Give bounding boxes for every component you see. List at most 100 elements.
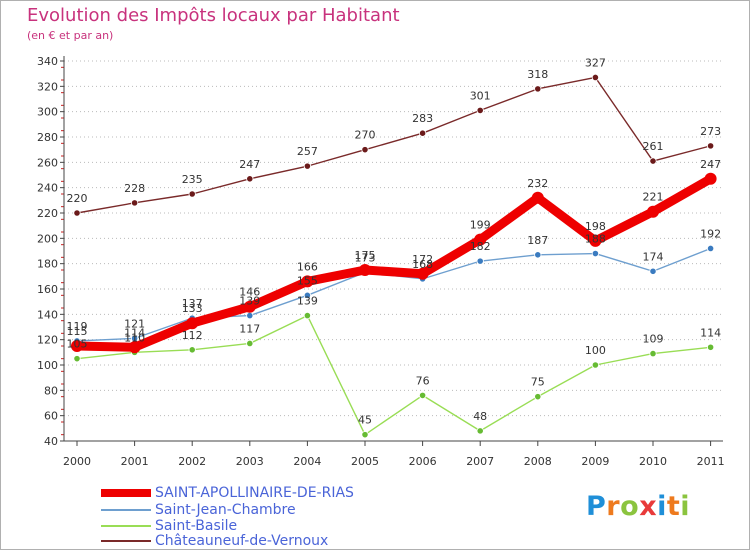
y-tick-label: 60 <box>44 410 58 423</box>
data-label: 133 <box>182 302 203 315</box>
data-label: 121 <box>124 317 145 330</box>
y-tick-label: 280 <box>37 131 58 144</box>
logo-letter: r <box>606 491 621 522</box>
data-label: 257 <box>297 145 318 158</box>
data-label: 192 <box>700 227 721 240</box>
series-line <box>72 174 716 352</box>
data-label: 105 <box>67 338 88 351</box>
y-tick-label: 140 <box>37 308 58 321</box>
legend-item: Saint-Basile <box>101 518 237 534</box>
data-label: 166 <box>297 260 318 273</box>
data-label: 137 <box>182 297 203 310</box>
data-label: 261 <box>643 140 664 153</box>
data-label: 112 <box>182 329 203 342</box>
data-point <box>418 129 427 137</box>
data-label: 182 <box>470 240 491 253</box>
data-label: 198 <box>585 220 606 233</box>
data-point <box>361 146 369 154</box>
logo-letter: i <box>657 491 667 522</box>
data-label: 109 <box>643 333 664 346</box>
logo-letter: x <box>639 491 658 522</box>
data-label: 114 <box>124 326 145 339</box>
data-point <box>589 234 602 247</box>
data-label: 155 <box>297 274 318 287</box>
x-tick-label: 2007 <box>466 455 494 468</box>
data-label: 174 <box>643 250 664 263</box>
y-tick-label: 260 <box>37 156 58 169</box>
chart-title: Evolution des Impôts locaux par Habitant <box>27 5 400 26</box>
legend-swatch <box>101 509 151 511</box>
data-point <box>534 393 542 401</box>
x-tick-label: 2004 <box>293 455 321 468</box>
data-point <box>476 106 484 115</box>
data-label: 247 <box>239 158 260 171</box>
logo-letter: P <box>586 491 607 522</box>
data-point <box>359 264 371 276</box>
data-point <box>73 355 81 363</box>
data-point <box>591 361 600 369</box>
y-tick-label: 80 <box>44 384 58 397</box>
x-tick-label: 2000 <box>63 455 91 468</box>
legend-item: Saint-Jean-Chambre <box>101 502 296 518</box>
legend-label: Saint-Jean-Chambre <box>155 502 296 518</box>
data-point <box>246 311 254 320</box>
chart-subtitle: (en € et par an) <box>27 29 114 42</box>
proxiti-logo: Proxiti <box>586 491 690 522</box>
x-tick-label: 2005 <box>351 455 379 468</box>
y-tick-label: 200 <box>37 232 58 245</box>
data-point <box>301 275 314 288</box>
x-tick-label: 2011 <box>697 455 725 468</box>
data-point <box>71 340 83 352</box>
data-label: 139 <box>297 295 318 308</box>
data-label: 173 <box>355 252 376 265</box>
data-label: 119 <box>67 320 88 333</box>
data-point <box>474 233 487 246</box>
x-tick-label: 2002 <box>178 455 206 468</box>
data-label: 228 <box>124 182 145 195</box>
data-point <box>649 267 657 275</box>
data-label: 110 <box>124 331 145 344</box>
x-tick-label: 2003 <box>236 455 264 468</box>
data-label: 188 <box>585 233 606 246</box>
data-point <box>361 431 369 439</box>
y-tick-label: 40 <box>44 435 58 448</box>
x-tick-label: 2006 <box>409 455 437 468</box>
data-label: 247 <box>700 158 721 171</box>
data-point <box>418 391 427 399</box>
data-point <box>303 162 311 170</box>
data-label: 220 <box>67 192 88 205</box>
data-label: 146 <box>239 286 260 299</box>
data-point <box>706 343 715 351</box>
data-label: 115 <box>67 325 88 338</box>
data-label: 283 <box>412 112 433 125</box>
data-label: 232 <box>527 177 548 190</box>
data-label: 76 <box>416 374 430 387</box>
data-point <box>73 209 81 217</box>
data-point <box>131 199 139 207</box>
data-label: 221 <box>643 191 664 204</box>
data-label: 168 <box>412 258 433 271</box>
series-line <box>76 314 712 436</box>
data-label: 318 <box>527 68 548 81</box>
data-label: 45 <box>358 414 372 427</box>
data-label: 301 <box>470 89 491 102</box>
y-tick-label: 300 <box>37 106 58 119</box>
data-point <box>534 85 542 93</box>
legend-swatch <box>101 489 151 497</box>
data-label: 172 <box>412 253 433 266</box>
data-point <box>188 190 196 198</box>
x-tick-label: 2009 <box>581 455 609 468</box>
y-tick-label: 320 <box>37 80 58 93</box>
data-point <box>591 73 600 82</box>
data-point <box>303 311 311 320</box>
legend-swatch <box>101 525 151 527</box>
data-point <box>476 427 484 435</box>
data-point <box>246 175 254 183</box>
data-label: 187 <box>527 234 548 247</box>
data-label: 48 <box>473 410 487 423</box>
data-label: 139 <box>239 295 260 308</box>
legend-label: Saint-Basile <box>155 518 238 534</box>
data-point <box>647 205 659 218</box>
